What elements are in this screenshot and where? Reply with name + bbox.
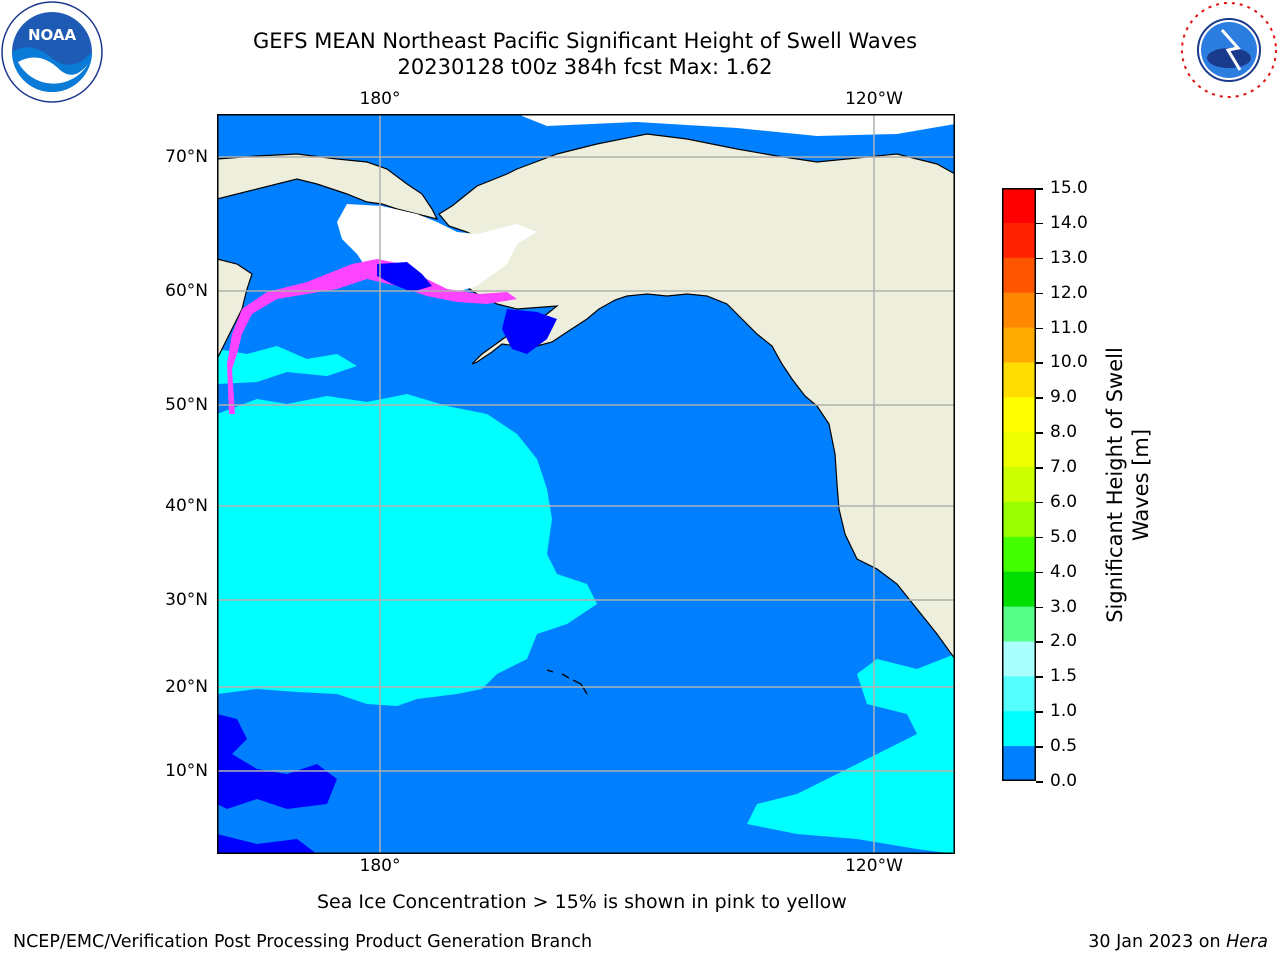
hawaii-islands [546, 669, 588, 695]
graticule [217, 114, 955, 854]
sea-ice-dark [502, 309, 557, 354]
lon-label-top-120w: 120°W [845, 89, 903, 109]
colorbar-tick [1036, 432, 1043, 434]
colorbar-tick [1036, 501, 1043, 504]
land-siberia [217, 153, 439, 220]
lat-label-50n: 50°N [165, 395, 208, 415]
colorbar-tick [1036, 536, 1043, 539]
colorbar-tick-label: 10.0 [1050, 352, 1088, 373]
colorbar [1002, 188, 1036, 781]
colorbar-tick [1036, 257, 1043, 260]
colorbar-tick [1036, 746, 1043, 748]
colorbar-band [1002, 362, 1036, 398]
colorbar-band [1002, 571, 1036, 608]
colorbar-tick [1036, 222, 1043, 225]
credit-date: 30 Jan 2023 on [1088, 932, 1227, 952]
colorbar-band [1002, 711, 1036, 747]
colorbar-tick-label: 3.0 [1050, 596, 1078, 617]
colorbar-tick-label: 1.5 [1050, 666, 1078, 687]
sea-ice-white [517, 114, 955, 136]
colorbar-title-line1: Significant Height of Swell [1103, 347, 1127, 623]
credit-machine: Hera [1226, 932, 1268, 952]
colorbar-tick [1036, 188, 1043, 190]
colorbar-tick [1036, 676, 1043, 678]
colorbar-tick [1036, 292, 1043, 295]
colorbar-tick-label: 11.0 [1050, 317, 1088, 338]
lat-label-10n: 10°N [165, 761, 208, 781]
colorbar-band [1002, 327, 1036, 363]
colorbar-band [1002, 432, 1036, 468]
colorbar-tick-label: 7.0 [1050, 457, 1078, 478]
map-plot [217, 114, 955, 854]
colorbar-band [1002, 501, 1036, 538]
colorbar-tick-label: 13.0 [1050, 247, 1088, 268]
sea-ice-pink [227, 259, 517, 414]
colorbar-tick [1036, 571, 1043, 574]
colorbar-tick [1036, 641, 1043, 643]
colorbar-tick [1036, 781, 1043, 783]
colorbar-band [1002, 188, 1036, 224]
chart-title: GEFS MEAN Northeast Pacific Significant … [252, 29, 918, 53]
map-frame [217, 114, 955, 854]
colorbar-tick-label: 12.0 [1050, 282, 1088, 303]
colorbar-tick-label: 9.0 [1050, 387, 1078, 408]
colorbar-tick [1036, 467, 1043, 469]
colorbar-band [1002, 467, 1036, 503]
colorbar-band [1002, 292, 1036, 329]
lat-label-30n: 30°N [165, 590, 208, 610]
colorbar-band [1002, 222, 1036, 259]
colorbar-band [1002, 676, 1036, 712]
swell-region-1-1-5m [217, 346, 357, 384]
swell-region-0-0-5m [217, 834, 317, 854]
colorbar-tick-label: 4.0 [1050, 561, 1078, 582]
colorbar-tick-label: 15.0 [1050, 178, 1088, 198]
colorbar-tick-label: 14.0 [1050, 212, 1088, 233]
sea-ice-note: Sea Ice Concentration > 15% is shown in … [317, 891, 847, 913]
lat-label-20n: 20°N [165, 677, 208, 697]
colorbar-tick [1036, 606, 1043, 609]
noaa-logo: NOAA [0, 0, 106, 106]
lon-label-top-180: 180° [359, 89, 401, 109]
colorbar-title: Significant Height of Swell Waves [m] [1102, 347, 1154, 623]
colorbar-tick-label: 0.0 [1050, 771, 1078, 791]
colorbar-tick-label: 8.0 [1050, 422, 1078, 443]
swell-region-1-1-5m [747, 654, 955, 854]
colorbar-band [1002, 536, 1036, 573]
colorbar-band [1002, 746, 1036, 781]
lat-label-60n: 60°N [165, 281, 208, 301]
lon-label-bottom-180: 180° [359, 856, 401, 876]
swell-region-0-0-5m [217, 714, 337, 809]
credit-left: NCEP/EMC/Verification Post Processing Pr… [13, 932, 593, 952]
sea-ice-dark [377, 262, 432, 292]
colorbar-title-line2: Waves [m] [1129, 428, 1153, 542]
lat-label-40n: 40°N [165, 496, 208, 516]
colorbar-band [1002, 397, 1036, 433]
colorbar-band [1002, 641, 1036, 677]
colorbar-tick-label: 5.0 [1050, 526, 1078, 547]
colorbar-tick-label: 6.0 [1050, 491, 1078, 512]
colorbar-tick [1036, 711, 1043, 713]
chart-subtitle: 20230128 t00z 384h fcst Max: 1.62 [397, 55, 773, 79]
colorbar-tick-label: 1.0 [1050, 701, 1078, 722]
nws-logo [1178, 0, 1280, 102]
colorbar-tick [1036, 397, 1043, 399]
colorbar-tick [1036, 327, 1043, 330]
noaa-logo-text: NOAA [28, 26, 77, 44]
credit-right: 30 Jan 2023 on Hera [1088, 932, 1268, 952]
colorbar-band [1002, 257, 1036, 294]
colorbar-band [1002, 606, 1036, 642]
colorbar-tick [1036, 362, 1043, 364]
swell-region-1-1-5m [427, 432, 532, 474]
lat-label-70n: 70°N [165, 147, 208, 167]
lon-label-bottom-120w: 120°W [845, 856, 903, 876]
colorbar-tick-label: 2.0 [1050, 631, 1078, 652]
colorbar-tick-label: 0.5 [1050, 736, 1078, 757]
